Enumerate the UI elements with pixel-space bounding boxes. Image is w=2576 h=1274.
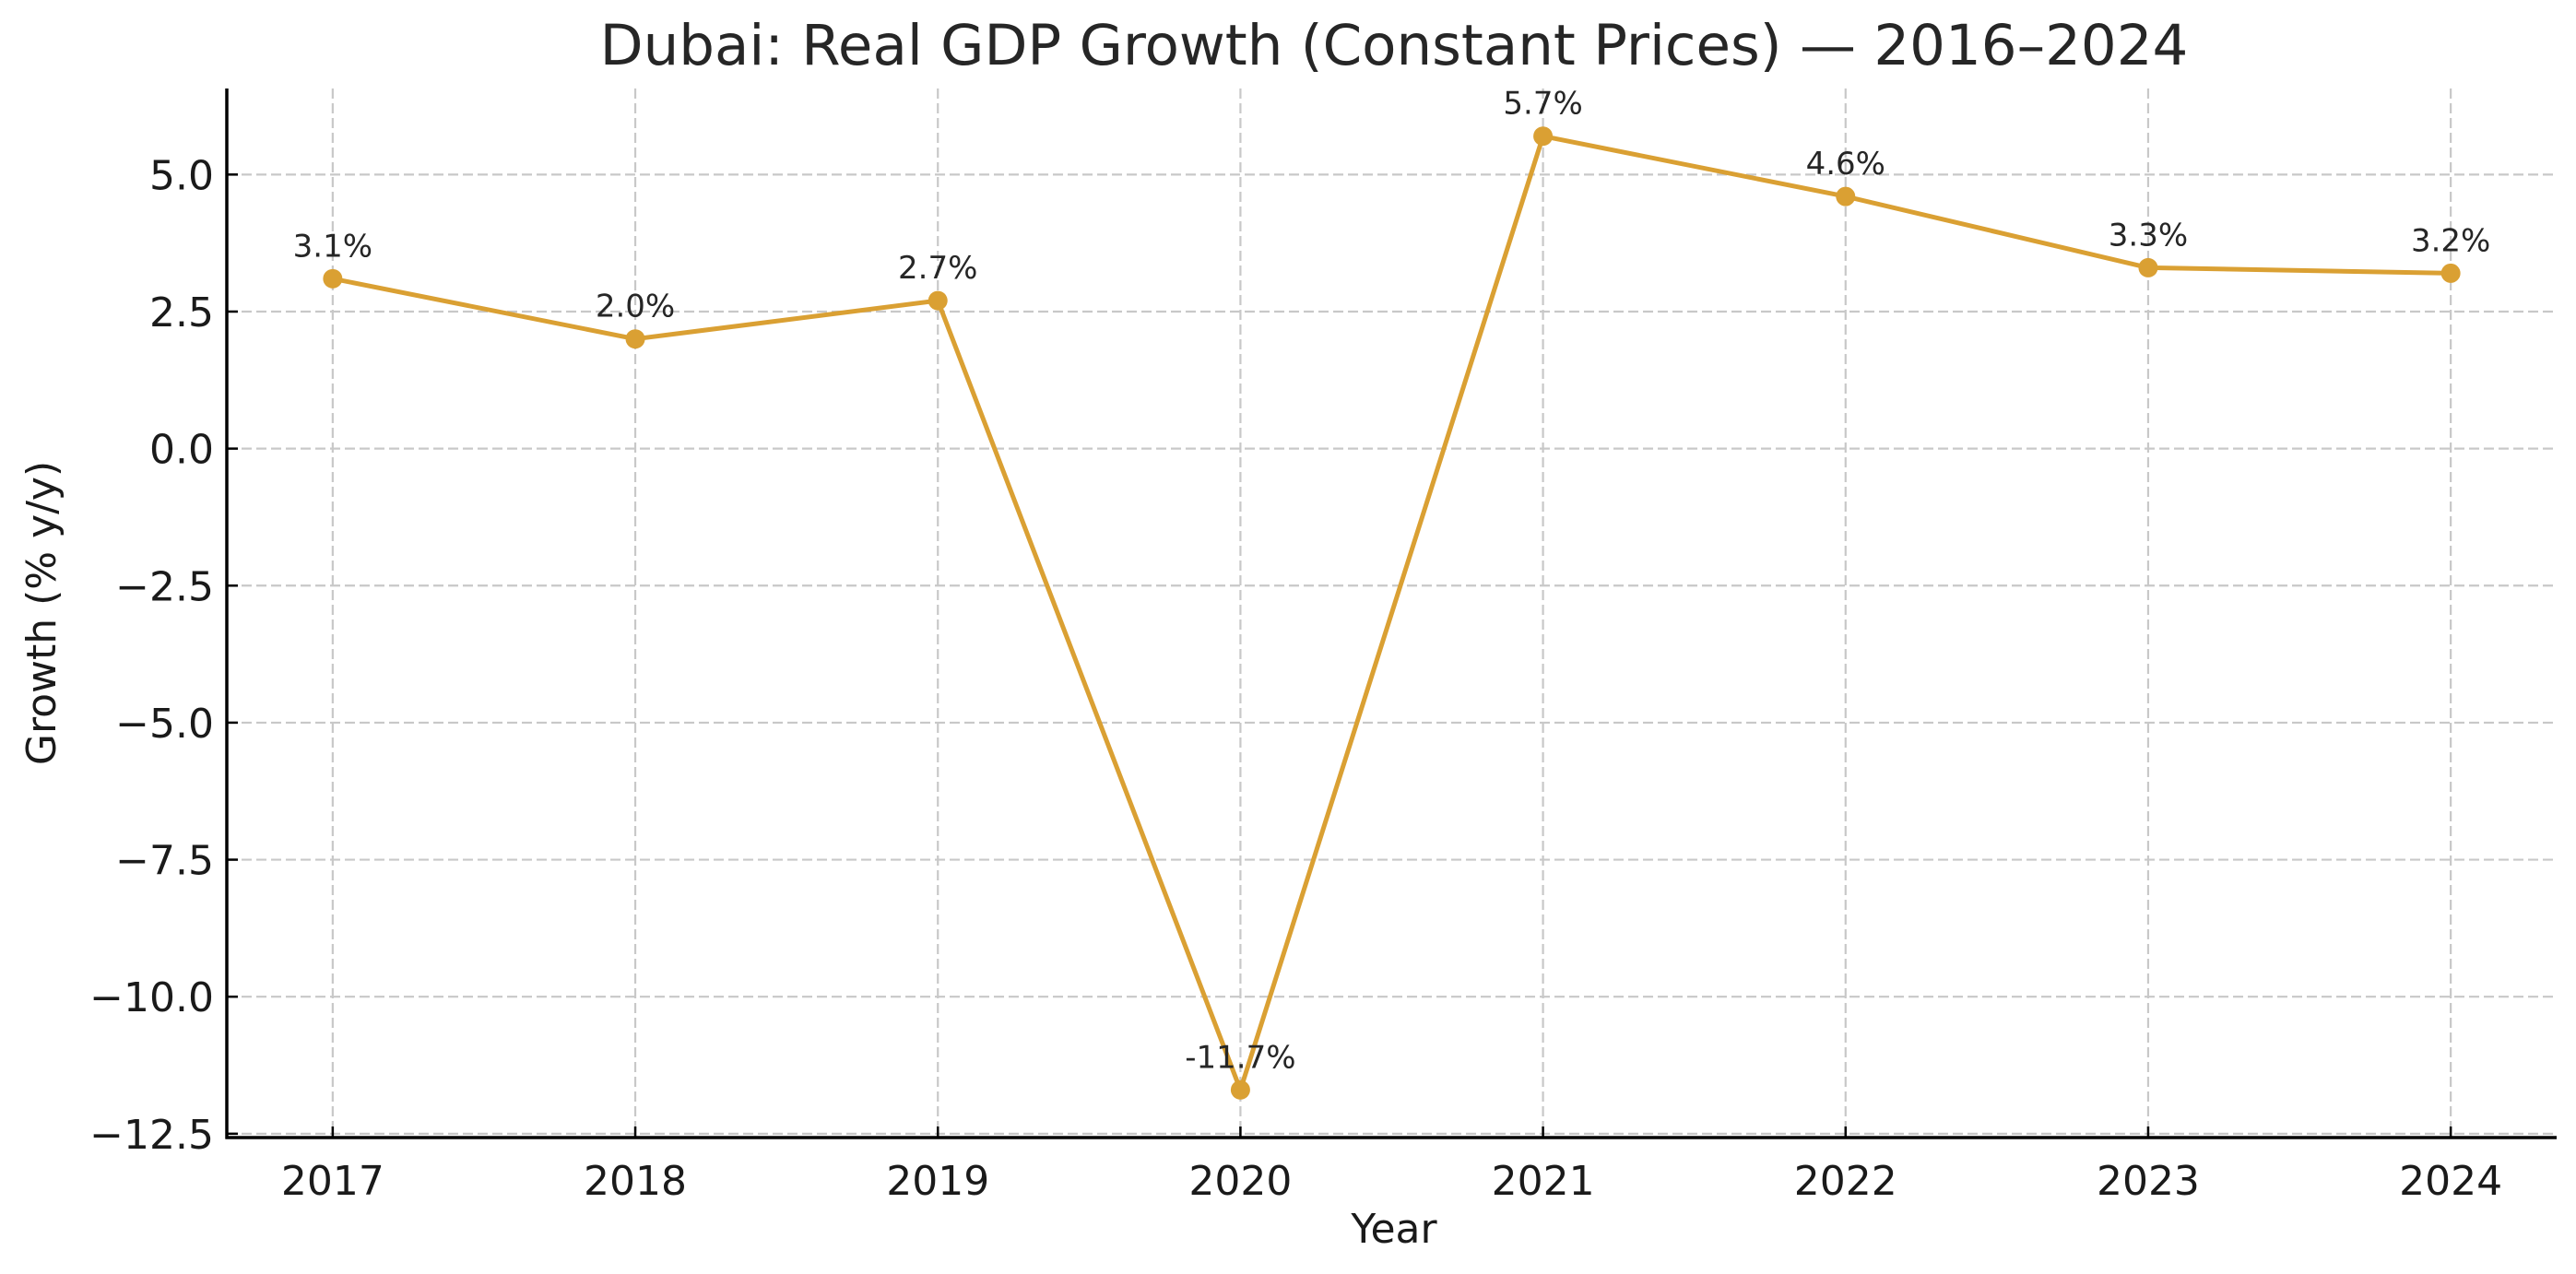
data-point: [323, 268, 343, 289]
data-label: 3.2%: [2411, 222, 2490, 259]
axes: 5.0 2.5 0.0 −2.5 −5.0 −7.5 −10.0 −12.5 2017 2018 2…: [89, 88, 2557, 1205]
data-labels: 3.1% 2.0% 2.7% -11.7% 5.7% 4.6% 3.3% 3.2%: [293, 86, 2491, 1077]
y-tick-label: −10.0: [89, 974, 214, 1021]
y-tick-label: 2.5: [149, 289, 214, 336]
y-axis-label: Growth (% y/y): [18, 461, 65, 765]
data-label: 2.0%: [596, 289, 675, 325]
y-tick-label: 5.0: [149, 152, 214, 199]
data-point: [1533, 126, 1554, 147]
y-tick-label: −5.0: [115, 701, 214, 748]
x-axis-label: Year: [1350, 1206, 1437, 1253]
y-tick-label: −12.5: [89, 1112, 214, 1159]
gridlines: [227, 88, 2557, 1138]
data-label: -11.7%: [1185, 1039, 1295, 1076]
data-label: 5.7%: [1503, 86, 1582, 123]
y-tick-label: 0.0: [149, 427, 214, 474]
y-tick-label: −2.5: [115, 563, 214, 610]
x-tick-label: 2018: [584, 1158, 687, 1205]
x-tick-label: 2023: [2097, 1158, 2200, 1205]
chart-title: Dubai: Real GDP Growth (Constant Prices)…: [600, 13, 2189, 78]
data-point: [2138, 257, 2158, 277]
data-point: [625, 329, 645, 349]
data-point: [1836, 186, 1856, 206]
data-point: [2440, 263, 2461, 283]
x-tick-label: 2020: [1188, 1158, 1292, 1205]
data-point: [928, 290, 948, 311]
data-point: [1230, 1079, 1250, 1100]
data-label: 3.1%: [293, 228, 372, 265]
data-label: 4.6%: [1806, 146, 1885, 183]
series-line: [330, 134, 2453, 1092]
x-tick-label: 2017: [281, 1158, 384, 1205]
x-tick-label: 2022: [1794, 1158, 1897, 1205]
data-label: 3.3%: [2109, 217, 2188, 254]
series: [323, 126, 2461, 1100]
y-tick-label: −7.5: [115, 838, 214, 885]
x-tick-label: 2019: [886, 1158, 989, 1205]
x-tick-label: 2021: [1492, 1158, 1595, 1205]
x-tick-label: 2024: [2399, 1158, 2502, 1205]
data-label: 2.7%: [898, 250, 977, 287]
